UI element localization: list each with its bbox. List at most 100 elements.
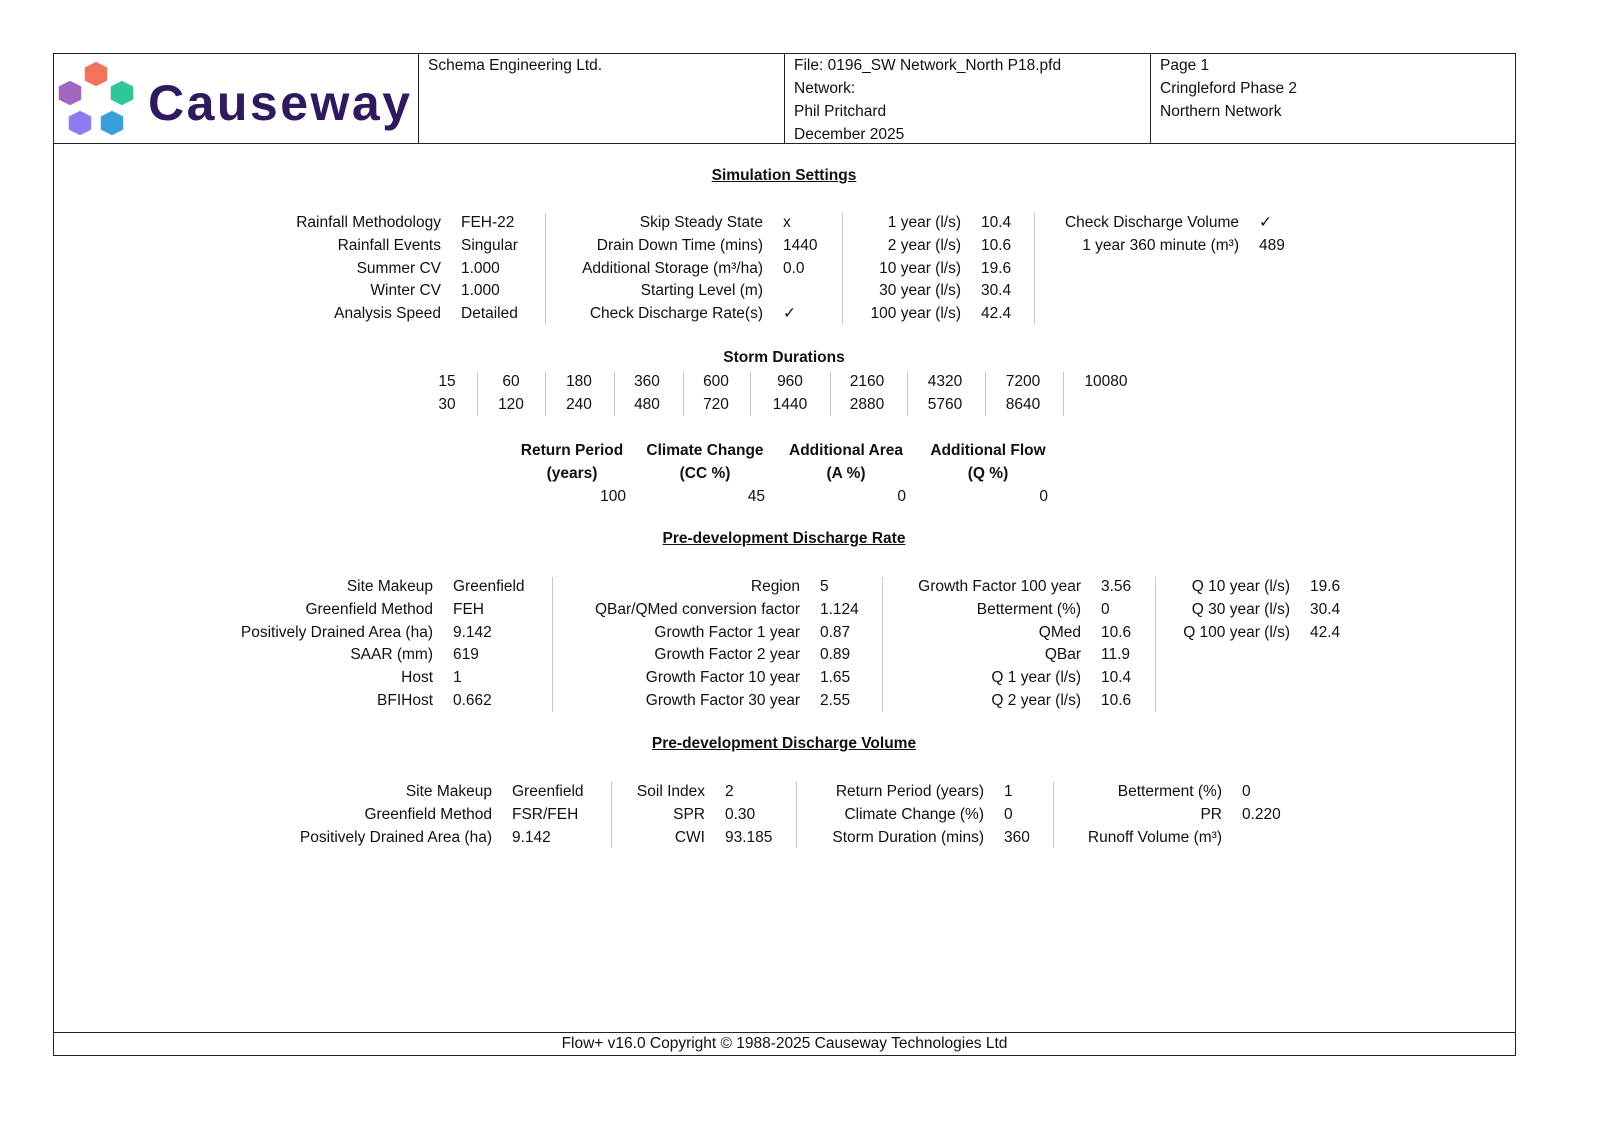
kv-row: PR 0.220 xyxy=(822,803,1422,826)
storm-duration-value: 360 xyxy=(634,373,660,390)
kv-label: Growth Factor 30 year xyxy=(645,692,800,709)
storm-duration-value: 960 xyxy=(777,373,803,390)
kv-row: Soil Index 2 xyxy=(305,780,905,803)
kv-row: CWI 93.185 xyxy=(305,826,905,849)
kv-label: Betterment (%) xyxy=(1117,783,1222,800)
header-col-divider xyxy=(418,53,419,144)
return-period-header: (A %) xyxy=(826,465,866,482)
return-period-header: (CC %) xyxy=(679,465,731,482)
kv-row: Host 1 xyxy=(33,666,633,689)
header-col-divider xyxy=(1150,53,1151,144)
column-divider xyxy=(545,213,546,325)
column-divider xyxy=(611,782,612,849)
column-divider xyxy=(614,372,615,416)
kv-value: 0.89 xyxy=(820,646,851,664)
subproject-name: Northern Network xyxy=(1160,103,1282,120)
kv-value: 0.87 xyxy=(820,623,851,641)
kv-label: Region xyxy=(750,578,800,595)
kv-label: 100 year (l/s) xyxy=(870,305,961,323)
network-label: Network: xyxy=(794,80,856,97)
kv-label: Additional Storage (m³/ha) xyxy=(582,259,763,277)
kv-label: Climate Change (%) xyxy=(844,805,984,823)
kv-value: FEH xyxy=(453,600,484,618)
kv-row: Site Makeup Greenfield xyxy=(92,780,692,803)
kv-value: 619 xyxy=(453,646,479,664)
kv-label: Q 10 year (l/s) xyxy=(1191,578,1290,595)
kv-label: 30 year (l/s) xyxy=(879,282,961,300)
storm-duration-value: 10080 xyxy=(1084,373,1128,390)
kv-row: Q 30 year (l/s) 30.4 xyxy=(890,598,1490,621)
kv-value: 0.220 xyxy=(1242,805,1281,823)
kv-value: 1 xyxy=(453,669,462,687)
kv-value: 11.9 xyxy=(1101,646,1131,664)
page-frame xyxy=(53,53,1516,1056)
storm-duration-value: 600 xyxy=(703,373,729,390)
column-divider xyxy=(1063,372,1064,416)
kv-label: Q 30 year (l/s) xyxy=(1191,600,1290,618)
kv-value: 9.142 xyxy=(512,828,551,846)
kv-label: Q 100 year (l/s) xyxy=(1183,623,1290,641)
kv-value: 0.30 xyxy=(725,805,756,823)
column-divider xyxy=(1034,213,1035,325)
kv-value: 1.65 xyxy=(820,669,851,687)
kv-row: Greenfield Method FEH xyxy=(33,598,633,621)
kv-value: 10.6 xyxy=(981,236,1012,254)
kv-label: Positively Drained Area (ha) xyxy=(299,828,492,846)
kv-label: Starting Level (m) xyxy=(640,282,763,300)
kv-row: Storm Duration (mins) 360 xyxy=(584,826,1184,849)
kv-label: Rainfall Methodology xyxy=(296,214,441,231)
kv-row: Analysis Speed Detailed xyxy=(41,302,641,325)
kv-label: Q 1 year (l/s) xyxy=(991,669,1081,687)
return-period-header: Return Period xyxy=(520,442,624,459)
column-divider xyxy=(1053,782,1054,849)
kv-row: Growth Factor 100 year 3.56 xyxy=(681,575,1281,598)
kv-row: 30 year (l/s) 30.4 xyxy=(561,279,1161,302)
kv-label: Greenfield Method xyxy=(364,805,492,823)
kv-value: 0.0 xyxy=(783,259,805,277)
kv-value: FEH-22 xyxy=(461,214,515,231)
kv-row: 100 year (l/s) 42.4 xyxy=(561,302,1161,325)
return-period-header: Additional Flow xyxy=(930,442,1046,459)
kv-row: Check Discharge Rate(s) ✓ xyxy=(363,302,963,325)
kv-label: Winter CV xyxy=(370,282,441,300)
kv-label: Storm Duration (mins) xyxy=(832,828,984,846)
return-period-header: (years) xyxy=(546,465,598,482)
storm-duration-value: 240 xyxy=(566,396,592,413)
kv-label: Return Period (years) xyxy=(835,783,984,800)
kv-label: Drain Down Time (mins) xyxy=(596,236,763,254)
kv-value: Singular xyxy=(461,236,518,254)
storm-duration-value: 180 xyxy=(566,373,592,390)
kv-value: 0.662 xyxy=(453,692,492,709)
kv-row: Greenfield Method FSR/FEH xyxy=(92,803,692,826)
kv-value: 360 xyxy=(1004,828,1030,846)
kv-label: 2 year (l/s) xyxy=(887,236,961,254)
return-period-value: 0 xyxy=(1039,488,1048,505)
kv-row: SPR 0.30 xyxy=(305,803,905,826)
storm-duration-value: 8640 xyxy=(1005,396,1041,413)
kv-value: 1.124 xyxy=(820,600,859,618)
kv-value: 93.185 xyxy=(725,828,773,846)
column-divider xyxy=(750,372,751,416)
kv-row: Rainfall Events Singular xyxy=(41,234,641,257)
column-divider xyxy=(552,577,553,712)
date: December 2025 xyxy=(794,126,905,143)
kv-label: 1 year (l/s) xyxy=(887,214,961,231)
predev-rate-title: Pre-development Discharge Rate xyxy=(662,530,906,547)
kv-label: Summer CV xyxy=(356,259,441,277)
kv-label: Positively Drained Area (ha) xyxy=(240,623,433,641)
kv-row: Starting Level (m) xyxy=(363,279,963,302)
kv-value: FSR/FEH xyxy=(512,805,579,823)
kv-row: Rainfall Methodology FEH-22 xyxy=(41,211,641,234)
kv-row: Q 1 year (l/s) 10.4 xyxy=(681,666,1281,689)
storm-duration-value: 480 xyxy=(634,396,660,413)
kv-label: CWI xyxy=(674,828,705,846)
kv-row: Runoff Volume (m³) xyxy=(822,826,1422,849)
kv-row: Growth Factor 10 year 1.65 xyxy=(400,666,1000,689)
kv-value: 42.4 xyxy=(1310,623,1341,641)
kv-label: Analysis Speed xyxy=(334,305,441,323)
return-period-value: 0 xyxy=(897,488,906,505)
causeway-logo: Causeway xyxy=(56,58,416,140)
kv-label: Check Discharge Rate(s) xyxy=(589,305,763,323)
kv-row: Climate Change (%) 0 xyxy=(584,803,1184,826)
kv-label: BFIHost xyxy=(377,692,433,709)
